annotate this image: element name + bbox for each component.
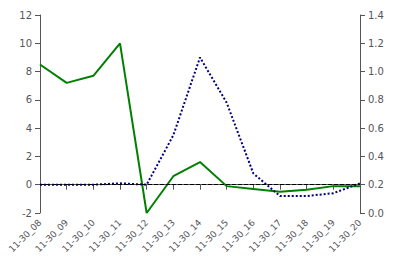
svg-text:11-30_14: 11-30_14 xyxy=(166,217,204,255)
svg-text:1.4: 1.4 xyxy=(368,10,384,21)
svg-text:-2: -2 xyxy=(22,208,32,219)
svg-text:11-30_13: 11-30_13 xyxy=(140,217,177,255)
svg-text:11-30_16: 11-30_16 xyxy=(220,217,257,255)
svg-text:1.0: 1.0 xyxy=(368,66,384,77)
svg-text:8: 8 xyxy=(26,66,32,77)
svg-text:11-30_08: 11-30_08 xyxy=(6,217,44,255)
svg-text:0: 0 xyxy=(26,179,32,190)
svg-text:10: 10 xyxy=(19,38,32,49)
svg-text:11-30_15: 11-30_15 xyxy=(193,217,231,255)
svg-text:2: 2 xyxy=(26,151,32,162)
svg-text:12: 12 xyxy=(19,10,32,21)
svg-text:11-30_09: 11-30_09 xyxy=(33,217,71,255)
svg-text:0.2: 0.2 xyxy=(368,179,384,190)
svg-text:11-30_12: 11-30_12 xyxy=(113,217,151,255)
svg-text:11-30_20: 11-30_20 xyxy=(327,217,364,254)
svg-text:11-30_19: 11-30_19 xyxy=(300,217,337,255)
svg-text:11-30_17: 11-30_17 xyxy=(246,217,284,255)
svg-text:4: 4 xyxy=(26,123,32,134)
svg-text:0.4: 0.4 xyxy=(368,151,384,162)
svg-text:0.6: 0.6 xyxy=(368,123,384,134)
svg-text:11-30_11: 11-30_11 xyxy=(86,217,124,255)
svg-text:6: 6 xyxy=(26,94,32,105)
svg-text:0.0: 0.0 xyxy=(368,208,384,219)
svg-text:0.8: 0.8 xyxy=(368,94,384,105)
svg-text:1.2: 1.2 xyxy=(368,38,384,49)
svg-text:11-30_10: 11-30_10 xyxy=(60,217,97,255)
svg-text:11-30_18: 11-30_18 xyxy=(273,217,311,255)
